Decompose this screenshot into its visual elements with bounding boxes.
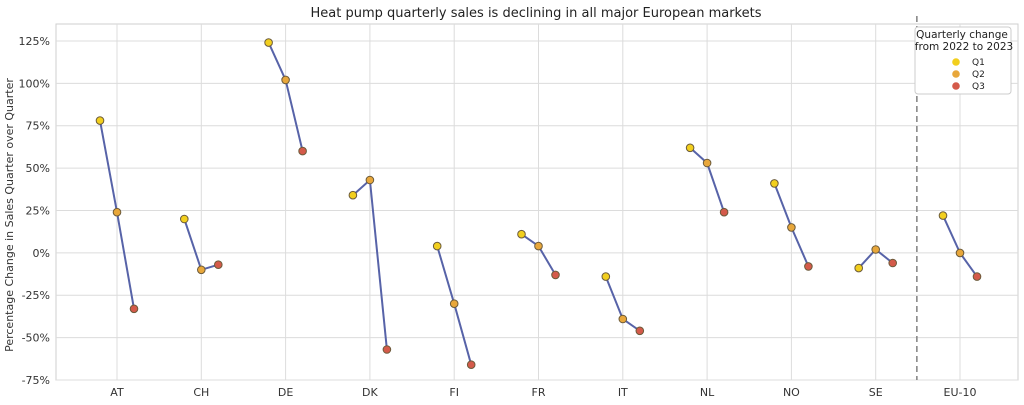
point-q1-fi xyxy=(432,241,442,251)
point-q2-no xyxy=(787,223,796,232)
y-tick-label: -50% xyxy=(22,332,50,345)
series-layer xyxy=(95,38,982,370)
point-q3-ch xyxy=(214,260,223,270)
legend-marker-q3 xyxy=(952,82,960,90)
point-q3-nl xyxy=(719,207,729,217)
grid-layer: -75% -50% -25% 0% 25% 50% 75% 100% 125% AT CH DE DK F… xyxy=(19,16,1019,399)
point-q1-dk xyxy=(348,190,358,200)
x-tick-label: DK xyxy=(362,386,378,399)
point-q3-no xyxy=(804,262,813,271)
y-tick-label: 75% xyxy=(26,120,50,133)
point-q2-fr xyxy=(534,241,543,251)
x-tick-label: NO xyxy=(783,386,800,399)
plot-frame xyxy=(55,23,1019,381)
legend-box xyxy=(914,26,1012,95)
chart-title: Heat pump quarterly sales is declining i… xyxy=(311,6,762,21)
point-q2-dk xyxy=(365,175,375,185)
y-tick-label: 125% xyxy=(19,35,50,48)
point-q3-dk xyxy=(382,345,392,354)
point-q1-fr xyxy=(517,229,526,239)
y-tick-label: -25% xyxy=(22,289,50,302)
point-q1-eu-10 xyxy=(938,211,948,220)
point-q2-it xyxy=(618,314,628,324)
point-q2-ch xyxy=(197,265,206,275)
x-tick-label: NL xyxy=(700,386,715,399)
y-tick-label: -75% xyxy=(22,374,50,387)
point-q1-it xyxy=(601,272,611,281)
x-tick-label: AT xyxy=(110,386,124,399)
y-tick-label: 0% xyxy=(33,247,50,260)
point-q3-fr xyxy=(551,270,560,280)
legend-label-q2: Q2 xyxy=(972,70,985,80)
legend-label-q3: Q3 xyxy=(972,82,985,92)
legend-label-q1: Q1 xyxy=(972,58,985,68)
legend-title-line2: from 2022 to 2023 xyxy=(915,41,1013,53)
point-q3-se xyxy=(888,258,898,268)
y-tick-label: 25% xyxy=(26,204,50,217)
point-q2-se xyxy=(871,245,881,254)
legend: Quarterly change from 2022 to 2023 Q1Q2Q… xyxy=(914,26,1013,95)
x-tick-label: FI xyxy=(449,386,459,399)
x-tick-label: CH xyxy=(193,386,209,399)
point-q3-it xyxy=(635,326,645,336)
point-q2-at xyxy=(112,207,122,217)
x-tick-label: DE xyxy=(278,386,293,399)
x-tick-label: SE xyxy=(869,386,883,399)
point-q1-nl xyxy=(685,143,695,153)
point-q3-fi xyxy=(466,360,476,370)
legend-entries: Q1 Q2 Q3 xyxy=(952,58,985,92)
legend-marker-q1 xyxy=(952,58,960,66)
point-q1-at xyxy=(95,116,105,125)
x-tick-label: FR xyxy=(532,386,546,399)
point-q3-at xyxy=(129,304,139,314)
point-q2-eu-10 xyxy=(955,248,965,258)
point-q1-no xyxy=(770,179,779,188)
x-tick-label: EU-10 xyxy=(944,386,977,399)
point-q2-de xyxy=(281,75,290,85)
x-tick-label: IT xyxy=(618,386,628,399)
point-q2-fi xyxy=(449,299,459,309)
y-tick-label: 50% xyxy=(26,162,50,175)
point-q3-eu-10 xyxy=(972,272,982,281)
y-tick-label: 100% xyxy=(19,77,50,90)
y-axis-label: Percentage Change in Sales Quarter over … xyxy=(3,78,16,352)
point-q1-ch xyxy=(180,214,189,224)
legend-title-line1: Quarterly change xyxy=(916,29,1008,41)
point-q2-nl xyxy=(702,158,712,168)
legend-marker-q2 xyxy=(952,70,960,78)
point-q1-de xyxy=(264,38,273,47)
point-q1-se xyxy=(854,263,864,273)
point-q3-de xyxy=(298,146,307,156)
